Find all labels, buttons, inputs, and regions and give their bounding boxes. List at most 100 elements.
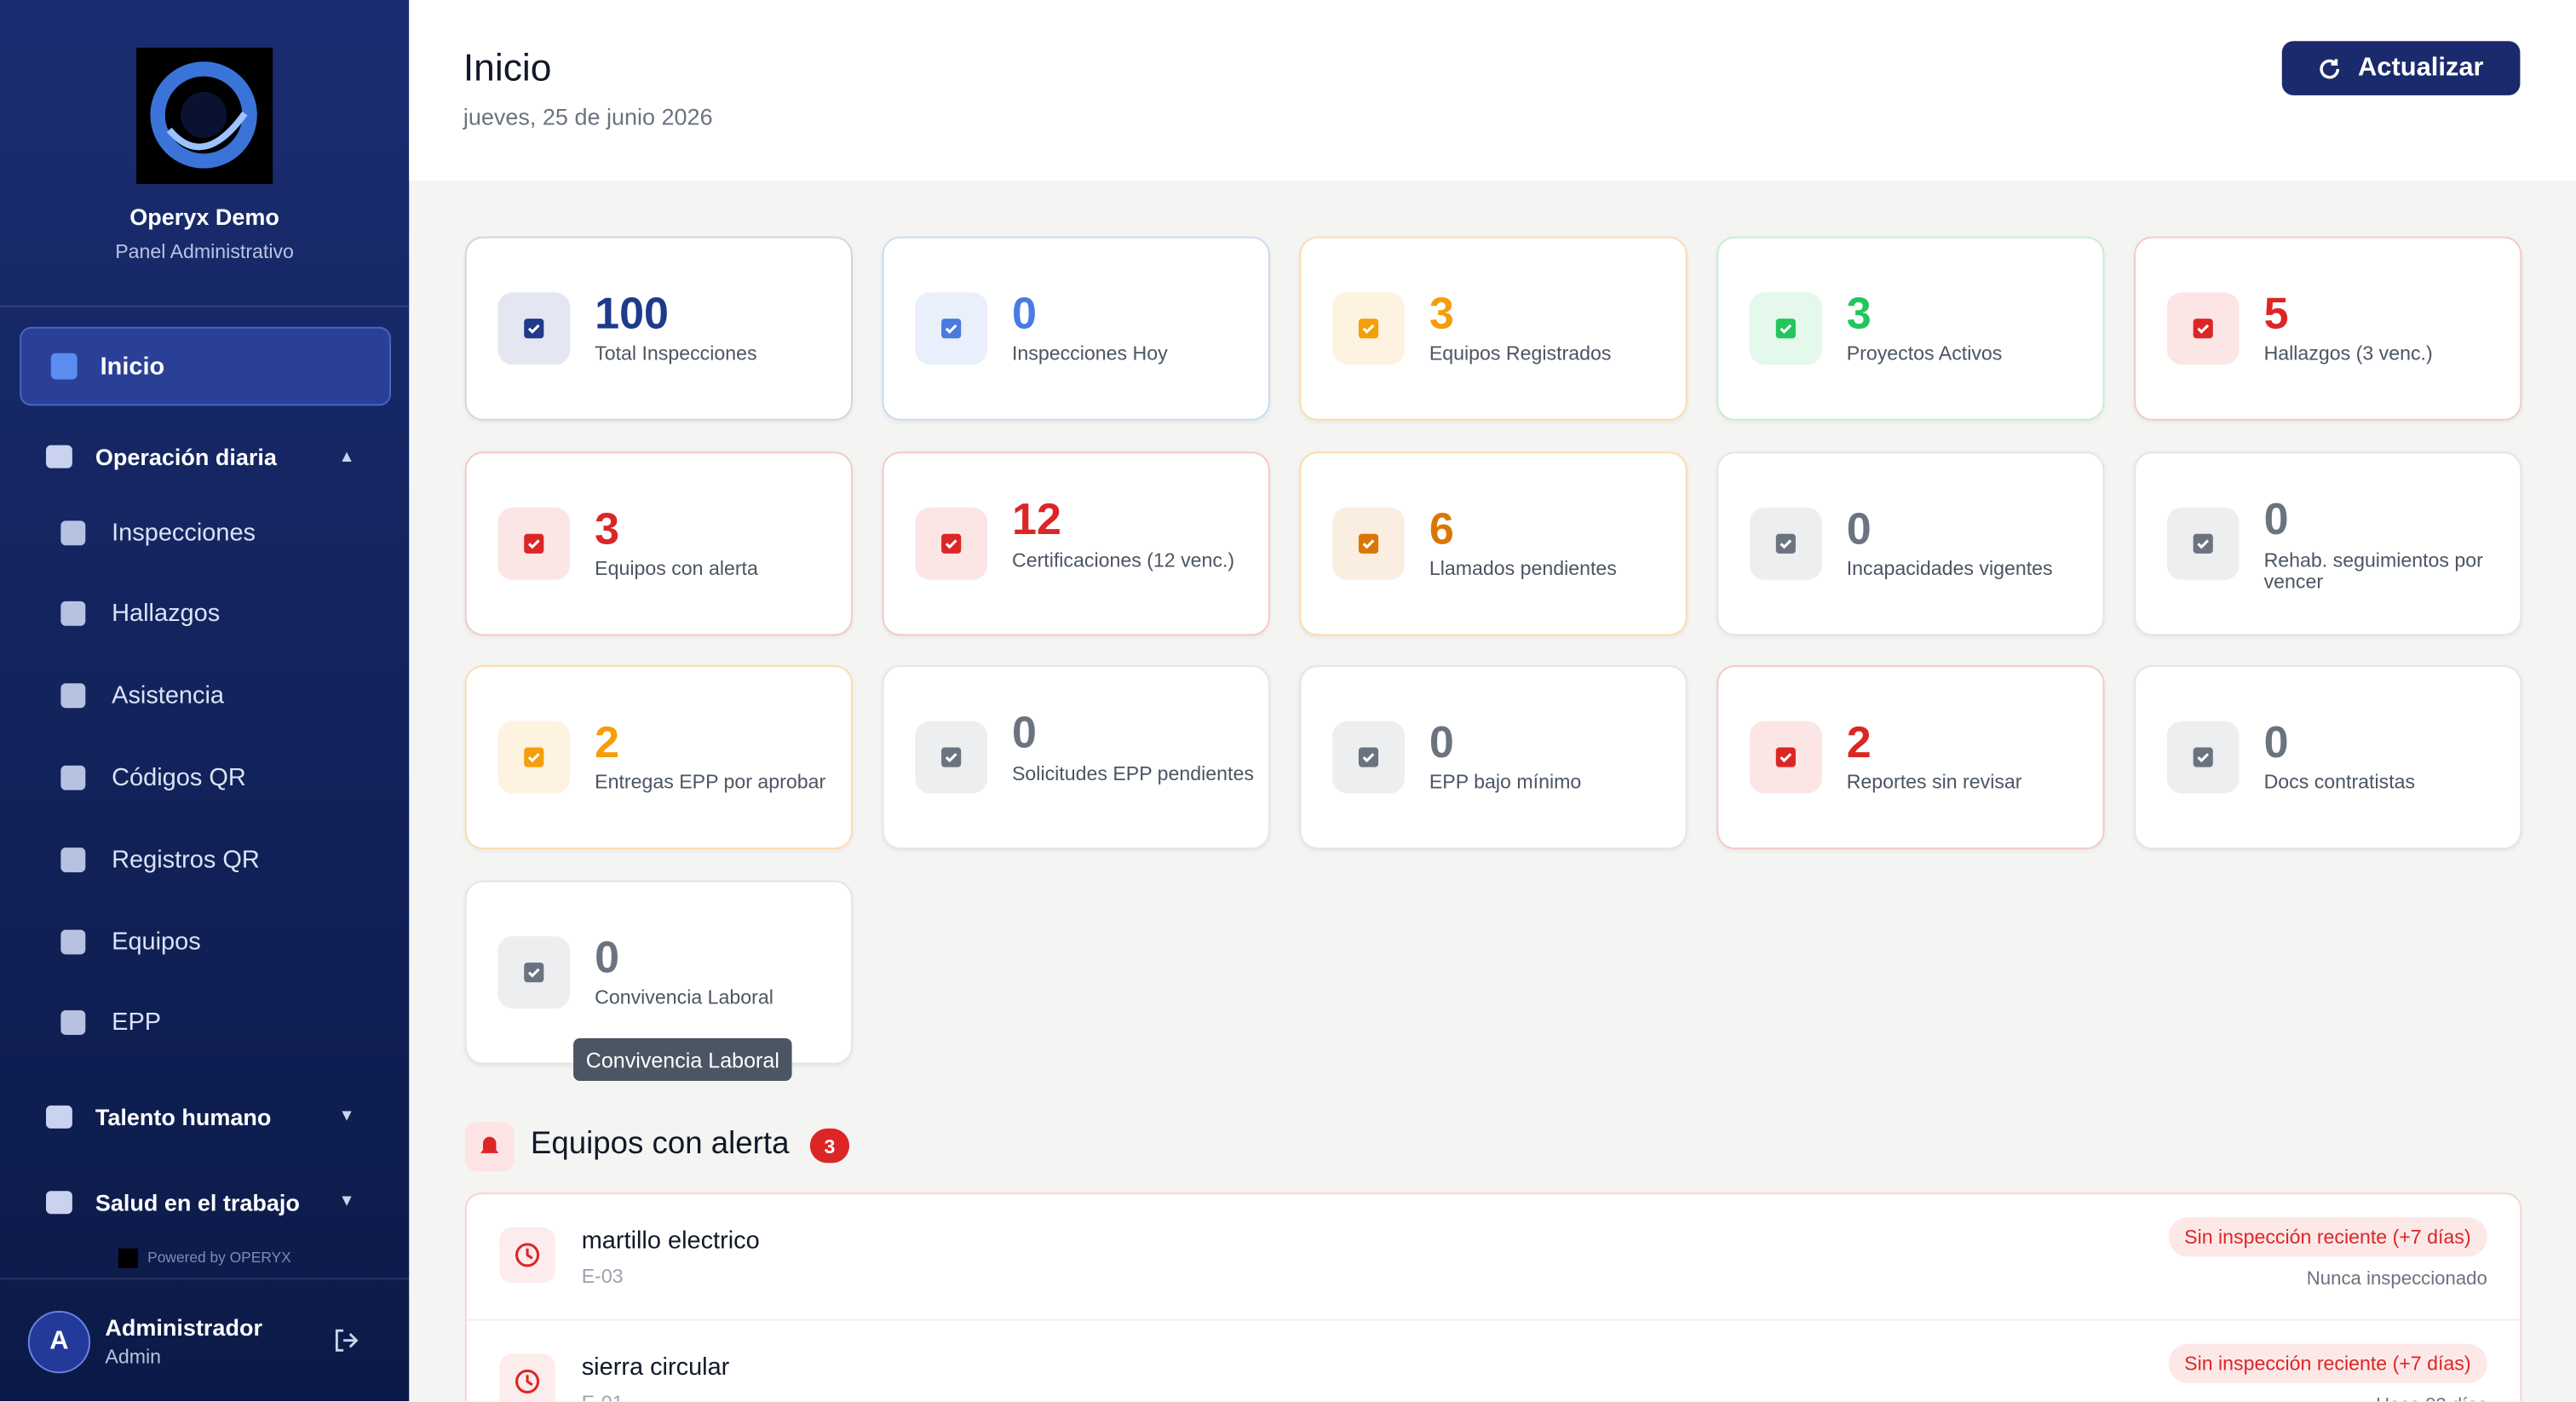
main: Inicio jueves, 25 de junio 2026 Actualiz… bbox=[409, 0, 2576, 1402]
nav-item[interactable]: EPP bbox=[20, 985, 388, 1061]
card-value: 3 bbox=[1429, 289, 1454, 339]
alert-code: E-03 bbox=[581, 1264, 624, 1288]
stat-card: 0 Solicitudes EPP pendientes bbox=[882, 665, 1270, 850]
alert-name: sierra circular bbox=[581, 1353, 730, 1382]
alert-badge: Sin inspección reciente (+7 días) bbox=[2167, 1217, 2487, 1257]
card-value: 0 bbox=[1429, 718, 1454, 768]
nav-item[interactable]: Asistencia bbox=[20, 658, 388, 734]
alert-status: Hace 82 días bbox=[2376, 1396, 2487, 1401]
button-label: Actualizar bbox=[2358, 53, 2484, 82]
card-label: Llamados pendientes bbox=[1429, 556, 1617, 580]
card-label: Proyectos Activos bbox=[1846, 342, 2003, 365]
stat-card: 5 Hallazgos (3 venc.) bbox=[2134, 236, 2522, 421]
nav-icon bbox=[45, 1190, 72, 1214]
card-icon bbox=[497, 721, 571, 795]
card-value: 0 bbox=[1011, 708, 1037, 758]
stat-card: 0 Docs contratistas bbox=[2134, 665, 2522, 850]
nav-item[interactable]: Registros QR bbox=[20, 822, 388, 898]
nav-home[interactable]: Inicio bbox=[20, 326, 391, 406]
nav-item[interactable]: Hallazgos bbox=[20, 577, 388, 652]
stat-card: 2 Entregas EPP por aprobar bbox=[464, 665, 853, 850]
nav-icon bbox=[60, 765, 86, 790]
alert-icon bbox=[499, 1227, 555, 1284]
card-icon bbox=[2166, 507, 2240, 580]
card-label: Certificaciones (12 venc.) bbox=[1011, 548, 1235, 572]
nav-item[interactable]: Códigos QR bbox=[20, 740, 388, 816]
page-date: jueves, 25 de junio 2026 bbox=[463, 103, 713, 130]
alert-row[interactable]: martillo electrico E-03 Sin inspección rec… bbox=[467, 1194, 2521, 1318]
card-label: Solicitudes EPP pendientes bbox=[1011, 762, 1254, 786]
card-icon bbox=[2166, 721, 2240, 795]
nav-label: Salud en el trabajo bbox=[95, 1188, 300, 1215]
nav-group[interactable]: Talento humano ▼ bbox=[20, 1078, 388, 1154]
divider bbox=[0, 1278, 410, 1280]
alert-code: E-01 bbox=[582, 1391, 624, 1401]
nav-label: EPP bbox=[112, 1008, 162, 1037]
user-role: Admin bbox=[105, 1345, 162, 1369]
alert-badge: Sin inspección reciente (+7 días) bbox=[2167, 1343, 2487, 1383]
card-label: Convivencia Laboral bbox=[595, 985, 773, 1009]
stat-card: 0 Convivencia Laboral bbox=[464, 880, 853, 1065]
logout-button[interactable] bbox=[333, 1327, 359, 1353]
card-icon bbox=[1749, 292, 1822, 365]
alert-list: martillo electrico E-03 Sin inspección rec… bbox=[464, 1192, 2522, 1402]
nav-label: Operación diaria bbox=[95, 443, 277, 470]
card-label: Equipos con alerta bbox=[595, 556, 758, 580]
card-label: Entregas EPP por aprobar bbox=[595, 771, 826, 795]
nav-label: Inspecciones bbox=[112, 518, 256, 547]
sidebar: Operyx Demo Panel Administrativo Inicio … bbox=[0, 0, 410, 1402]
card-value: 0 bbox=[1011, 289, 1037, 339]
card-label: Reportes sin revisar bbox=[1846, 771, 2022, 795]
chevron: ▲ bbox=[338, 447, 355, 466]
nav-group[interactable]: Operación diaria ▲ bbox=[20, 419, 388, 495]
stat-card: 12 Certificaciones (12 venc.) bbox=[882, 451, 1270, 635]
card-label: Total Inspecciones bbox=[595, 342, 757, 365]
nav-icon bbox=[60, 847, 86, 872]
brand-name: Operyx Demo bbox=[129, 204, 279, 230]
powered: Powered by OPERYX bbox=[0, 1248, 409, 1268]
nav-label: Inicio bbox=[100, 352, 165, 381]
nav-label: Asistencia bbox=[112, 681, 225, 710]
stat-card: 3 Equipos Registrados bbox=[1299, 236, 1688, 421]
card-icon bbox=[1332, 721, 1405, 795]
brand-subtitle: Panel Administrativo bbox=[115, 239, 294, 263]
section-count: 3 bbox=[809, 1128, 850, 1164]
nav-item[interactable]: Inspecciones bbox=[20, 494, 388, 570]
chevron: ▼ bbox=[338, 1192, 355, 1211]
card-value: 0 bbox=[2263, 493, 2289, 543]
card-icon bbox=[2166, 292, 2240, 365]
stat-card: 6 Llamados pendientes bbox=[1299, 451, 1688, 635]
nav-icon bbox=[45, 1105, 72, 1129]
card-icon bbox=[497, 936, 571, 1009]
card-value: 2 bbox=[1846, 718, 1872, 768]
chevron: ▼ bbox=[338, 1107, 355, 1126]
logo bbox=[136, 47, 273, 184]
card-value: 3 bbox=[595, 503, 620, 554]
card-icon bbox=[915, 507, 988, 580]
alert-icon bbox=[499, 1353, 555, 1402]
stat-card: 3 Equipos con alerta bbox=[464, 451, 853, 635]
page-title: Inicio bbox=[463, 45, 552, 89]
nav-item[interactable]: Equipos bbox=[20, 904, 388, 980]
card-icon bbox=[497, 507, 571, 580]
card-label: Inspecciones Hoy bbox=[1011, 342, 1168, 365]
nav-label: Hallazgos bbox=[112, 600, 221, 629]
nav-label: Equipos bbox=[112, 927, 201, 956]
card-value: 0 bbox=[2263, 718, 2289, 768]
alert-row[interactable]: sierra circular E-01 Sin inspección recien… bbox=[466, 1319, 2521, 1402]
refresh-button[interactable]: Actualizar bbox=[2281, 41, 2521, 95]
card-value: 0 bbox=[595, 933, 620, 983]
nav-icon bbox=[60, 928, 86, 954]
stat-card: 100 Total Inspecciones bbox=[464, 236, 853, 421]
stat-card: 3 Proyectos Activos bbox=[1716, 236, 2105, 421]
card-value: 3 bbox=[1846, 289, 1872, 339]
card-value: 100 bbox=[595, 289, 670, 339]
powered-text: Powered by OPERYX bbox=[147, 1249, 291, 1266]
nav-group[interactable]: Salud en el trabajo ▼ bbox=[20, 1164, 388, 1240]
stat-card: 2 Reportes sin revisar bbox=[1716, 665, 2105, 850]
card-label: Docs contratistas bbox=[2263, 771, 2416, 795]
card-value: 12 bbox=[1011, 493, 1061, 543]
user-name: Administrador bbox=[105, 1313, 262, 1341]
stat-card: 0 EPP bajo mínimo bbox=[1299, 665, 1688, 850]
